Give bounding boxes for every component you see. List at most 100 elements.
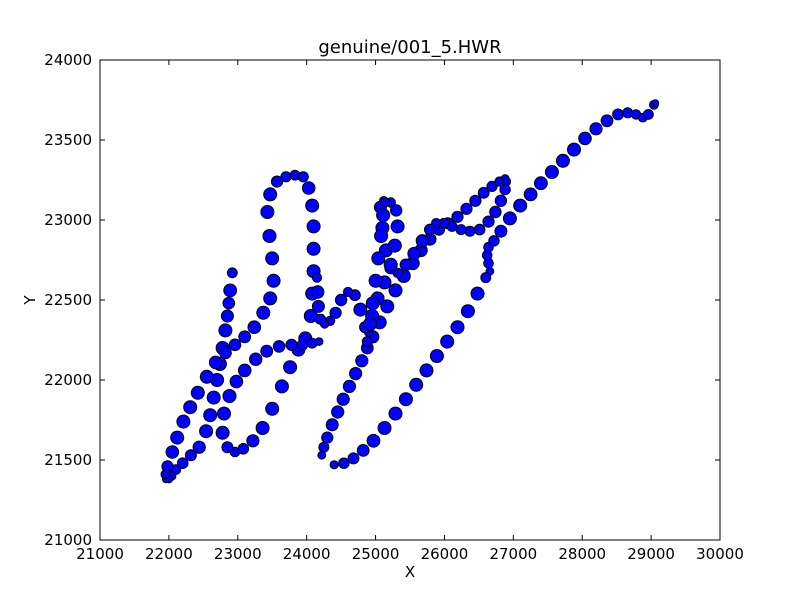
data-point bbox=[218, 323, 233, 338]
data-point bbox=[349, 367, 363, 381]
x-tick-label: 25000 bbox=[352, 545, 400, 563]
data-point bbox=[314, 337, 324, 346]
y-tick-label: 22500 bbox=[44, 291, 92, 309]
data-point bbox=[355, 354, 369, 368]
data-point bbox=[534, 176, 548, 191]
data-point bbox=[297, 171, 309, 183]
data-point bbox=[429, 349, 444, 363]
data-point bbox=[388, 283, 403, 298]
data-point bbox=[365, 296, 380, 311]
data-point bbox=[347, 452, 360, 465]
data-point bbox=[266, 273, 281, 288]
data-point bbox=[226, 267, 238, 279]
data-point bbox=[321, 431, 334, 444]
data-point bbox=[176, 414, 191, 429]
x-tick-label: 26000 bbox=[421, 545, 469, 563]
data-point bbox=[612, 108, 624, 121]
data-point bbox=[523, 187, 538, 202]
data-point bbox=[222, 296, 236, 310]
data-point bbox=[176, 457, 189, 470]
data-point bbox=[363, 317, 377, 331]
y-axis-label: Y bbox=[21, 295, 39, 306]
data-point bbox=[263, 291, 278, 306]
data-point bbox=[470, 286, 485, 301]
y-tick-label: 22000 bbox=[44, 371, 92, 389]
data-point bbox=[643, 109, 654, 120]
data-point bbox=[555, 153, 570, 168]
data-point bbox=[170, 430, 185, 445]
data-point bbox=[260, 205, 275, 219]
data-point bbox=[651, 99, 660, 108]
data-point bbox=[342, 286, 354, 298]
data-point bbox=[368, 273, 383, 288]
x-tick-label: 21000 bbox=[76, 545, 124, 563]
data-point bbox=[301, 181, 316, 195]
data-point bbox=[477, 186, 490, 199]
data-point bbox=[473, 223, 486, 236]
y-tick-label: 21500 bbox=[44, 451, 92, 469]
data-point bbox=[409, 377, 424, 392]
data-point bbox=[398, 392, 413, 407]
data-point bbox=[238, 330, 252, 344]
data-point bbox=[262, 229, 277, 243]
data-point bbox=[190, 385, 205, 400]
data-point bbox=[183, 400, 198, 415]
data-point bbox=[221, 441, 234, 454]
data-point bbox=[199, 424, 214, 439]
data-point bbox=[184, 449, 197, 462]
y-tick-label: 23000 bbox=[44, 211, 92, 229]
data-point bbox=[260, 344, 274, 358]
data-point bbox=[314, 313, 326, 325]
data-point bbox=[228, 338, 242, 352]
data-point bbox=[380, 197, 391, 208]
data-point bbox=[311, 299, 325, 313]
data-point bbox=[455, 224, 467, 236]
data-point bbox=[600, 114, 614, 128]
data-point bbox=[325, 418, 339, 432]
data-point bbox=[494, 224, 508, 238]
data-point bbox=[366, 433, 381, 448]
data-point bbox=[249, 352, 263, 366]
data-point bbox=[377, 421, 392, 435]
data-point bbox=[318, 441, 330, 453]
data-point bbox=[165, 445, 180, 459]
data-point bbox=[305, 198, 320, 213]
data-point bbox=[486, 180, 498, 192]
y-axis-ticks: 21000 21500 22000 22500 23000 23500 24000 bbox=[44, 51, 720, 549]
data-point bbox=[469, 194, 482, 207]
data-point bbox=[334, 293, 348, 307]
data-point bbox=[424, 223, 436, 236]
data-point bbox=[329, 460, 339, 470]
data-point bbox=[274, 379, 289, 394]
data-point bbox=[246, 434, 260, 448]
data-points bbox=[160, 99, 660, 484]
data-point bbox=[208, 355, 223, 370]
data-point bbox=[450, 320, 465, 335]
data-point bbox=[371, 251, 386, 266]
data-point bbox=[222, 389, 237, 403]
data-point bbox=[338, 457, 350, 469]
data-point bbox=[296, 339, 309, 351]
data-point bbox=[544, 165, 559, 179]
data-point bbox=[215, 425, 230, 440]
data-point bbox=[480, 272, 492, 284]
data-point bbox=[270, 175, 284, 188]
data-point bbox=[460, 304, 475, 319]
x-tick-label: 27000 bbox=[489, 545, 537, 563]
data-point bbox=[419, 363, 434, 378]
data-point bbox=[380, 299, 395, 314]
data-point bbox=[272, 340, 286, 353]
data-point bbox=[342, 379, 356, 393]
data-point bbox=[256, 305, 271, 320]
x-tick-label: 29000 bbox=[627, 545, 675, 563]
data-point bbox=[494, 194, 508, 208]
data-point bbox=[513, 198, 528, 213]
y-tick-label: 23500 bbox=[44, 131, 92, 149]
data-point bbox=[460, 202, 473, 215]
data-point bbox=[311, 272, 323, 283]
data-point bbox=[451, 210, 464, 223]
data-point bbox=[247, 320, 262, 335]
x-tick-label: 22000 bbox=[145, 545, 193, 563]
data-point bbox=[361, 336, 373, 348]
